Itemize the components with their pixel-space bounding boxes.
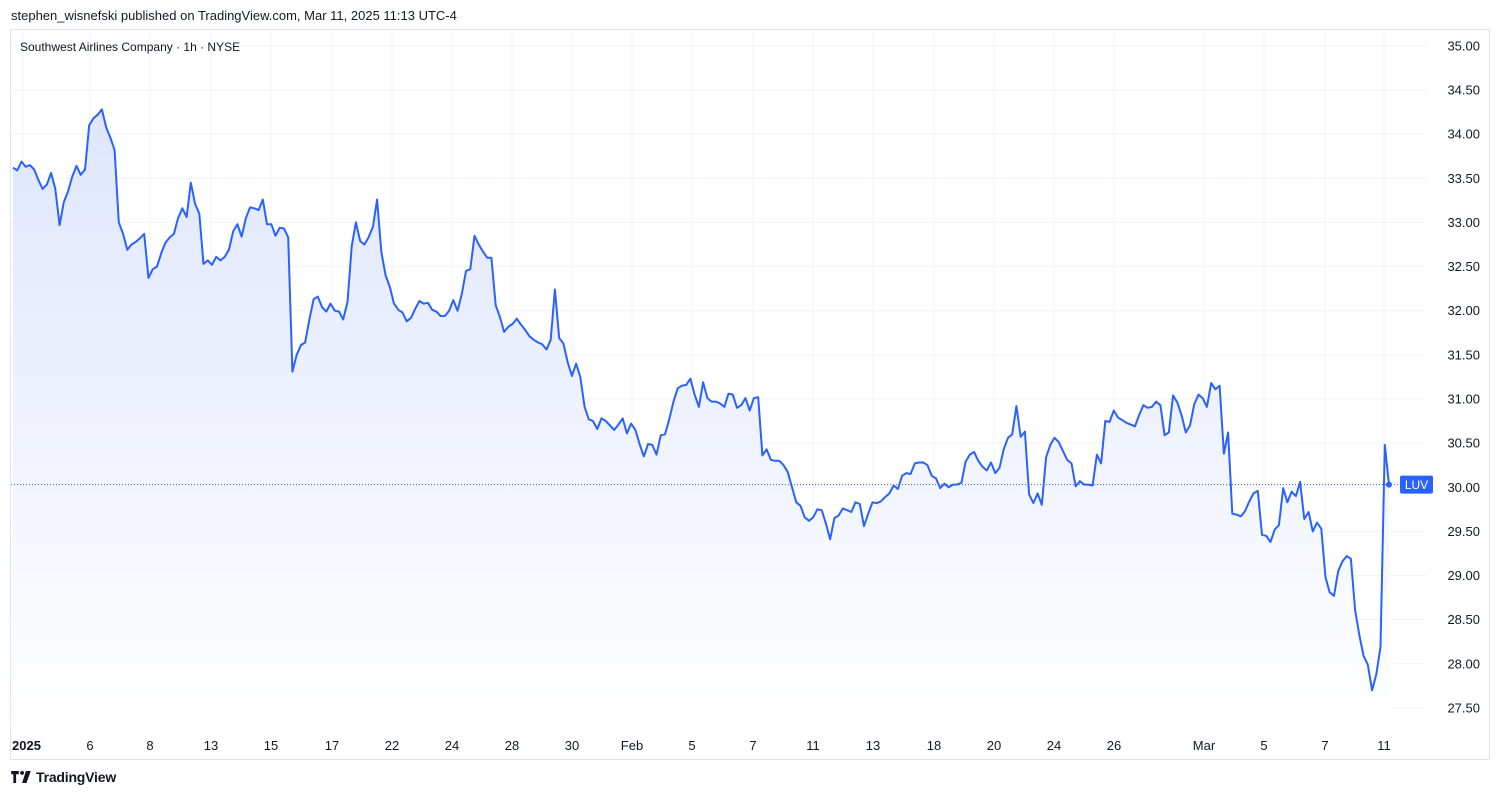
price-line (12, 108, 1390, 692)
y-tick-label: 32.50 (1447, 259, 1480, 274)
y-tick-label: 34.00 (1447, 127, 1480, 142)
x-tick-label: 17 (325, 738, 339, 753)
y-tick-label: 31.00 (1447, 391, 1480, 406)
x-tick-label: 15 (264, 738, 278, 753)
y-tick-label: 31.50 (1447, 347, 1480, 362)
x-tick-label: 26 (1107, 738, 1121, 753)
y-tick-label: 30.50 (1447, 436, 1480, 451)
x-tick-label: 22 (385, 738, 399, 753)
y-tick-label: 30.00 (1447, 480, 1480, 495)
x-tick-label: 6 (86, 738, 93, 753)
last-price-dot (1386, 481, 1392, 488)
price-chart[interactable]: 27.50 28.00 28.50 29.00 29.50 30.00 30.50 31.00… (11, 30, 1489, 759)
y-tick-label: 33.50 (1447, 171, 1480, 186)
x-tick-label: 20 (987, 738, 1001, 753)
chart-title: Southwest Airlines Company · 1h · NYSE (20, 40, 240, 54)
publisher-caption: stephen_wisnefski published on TradingVi… (11, 8, 457, 23)
x-tick-label: Feb (621, 738, 643, 753)
y-tick-label: 29.00 (1447, 568, 1480, 583)
x-tick-label: 18 (927, 738, 941, 753)
price-area-fill (13, 109, 1389, 730)
tradingview-logo-icon[interactable] (11, 771, 31, 783)
x-tick-label: 5 (688, 738, 695, 753)
x-tick-label: 5 (1260, 738, 1267, 753)
x-tick-label: 2025 (12, 738, 41, 753)
x-tick-label: 13 (204, 738, 218, 753)
last-price-badge-label: LUV (1405, 478, 1428, 492)
x-tick-label: 24 (445, 738, 459, 753)
x-axis-labels: 2025 6 8 13 15 17 22 24 28 30 Feb 5 7 11 13 18 20 24 26 Mar… (12, 738, 1391, 753)
x-tick-label: 11 (806, 738, 820, 753)
y-tick-label: 34.50 (1447, 83, 1480, 98)
tradingview-brand[interactable]: TradingView (36, 769, 117, 785)
y-tick-label: 35.00 (1447, 38, 1480, 53)
y-tick-label: 28.00 (1447, 656, 1480, 671)
chart-frame: 27.50 28.00 28.50 29.00 29.50 30.00 30.50 31.00… (10, 29, 1490, 760)
y-tick-label: 28.50 (1447, 612, 1480, 627)
footer: TradingView (11, 769, 116, 785)
x-tick-label: 7 (1321, 738, 1328, 753)
last-price-badge: LUV (1400, 475, 1433, 494)
x-tick-label: 28 (505, 738, 519, 753)
x-tick-label: 7 (749, 738, 756, 753)
x-tick-label: 8 (146, 738, 153, 753)
y-tick-label: 33.00 (1447, 215, 1480, 230)
y-tick-label: 32.00 (1447, 303, 1480, 318)
y-tick-label: 27.50 (1447, 700, 1480, 715)
x-tick-label: 13 (866, 738, 880, 753)
x-tick-label: Mar (1193, 738, 1216, 753)
x-tick-label: 11 (1377, 738, 1391, 753)
x-tick-label: 24 (1047, 738, 1061, 753)
x-tick-label: 30 (565, 738, 579, 753)
y-tick-label: 29.50 (1447, 524, 1480, 539)
y-axis-labels: 27.50 28.00 28.50 29.00 29.50 30.00 30.50 31.00… (1447, 38, 1480, 715)
